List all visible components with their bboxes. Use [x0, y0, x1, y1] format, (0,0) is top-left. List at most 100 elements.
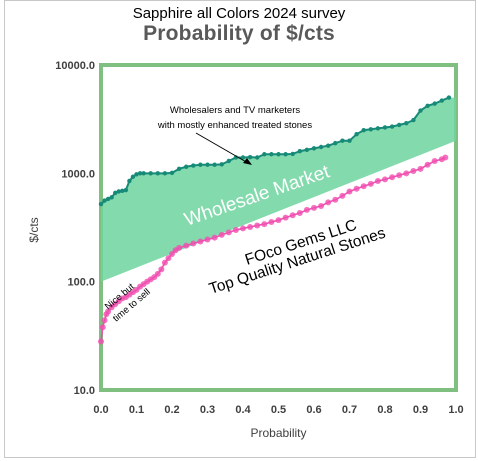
lower-point-58 — [417, 165, 424, 172]
wholesale-band — [101, 97, 456, 282]
upper-point-30 — [269, 152, 274, 157]
lower-point-1 — [99, 324, 106, 331]
upper-point-32 — [283, 152, 288, 157]
upper-point-31 — [276, 152, 281, 157]
x-tick-label: 0.0 — [93, 404, 108, 416]
upper-point-15 — [162, 171, 168, 176]
upper-point-13 — [148, 171, 153, 176]
upper-point-11 — [137, 171, 143, 176]
upper-point-2 — [105, 196, 111, 202]
lower-point-18 — [154, 270, 161, 277]
x-axis-label: Probability — [250, 426, 306, 440]
lower-point-19 — [158, 266, 165, 273]
lower-point-31 — [225, 229, 232, 236]
upper-point-36 — [311, 146, 317, 151]
lower-point-51 — [367, 180, 374, 187]
upper-point-45 — [375, 126, 381, 131]
upper-point-20 — [198, 162, 203, 167]
upper-point-43 — [361, 128, 366, 133]
y-tick-label: 10000.0 — [55, 60, 95, 72]
lower-point-37 — [268, 219, 275, 226]
upper-point-47 — [389, 124, 395, 129]
upper-point-8 — [127, 178, 132, 184]
lower-point-0 — [98, 338, 104, 345]
upper-point-23 — [219, 162, 224, 167]
upper-point-24 — [226, 158, 231, 164]
lower-point-41 — [296, 210, 303, 217]
upper-point-27 — [247, 154, 253, 160]
annotation-arrow-head — [243, 158, 252, 165]
upper-point-7 — [123, 187, 129, 193]
lower-point-45 — [325, 199, 332, 206]
lower-point-52 — [374, 177, 381, 184]
upper-point-29 — [262, 152, 267, 157]
lower-point-46 — [332, 196, 339, 203]
plot-area — [99, 63, 458, 392]
upper-point-54 — [439, 98, 444, 103]
lower-point-21 — [165, 255, 172, 262]
upper-point-52 — [425, 103, 430, 109]
lower-point-42 — [303, 206, 310, 213]
upper-point-42 — [354, 131, 359, 137]
lower-point-57 — [410, 168, 417, 175]
lower-point-33 — [240, 225, 246, 232]
lower-point-40 — [289, 212, 296, 219]
upper-point-12 — [141, 171, 146, 176]
upper-point-49 — [404, 121, 409, 126]
upper-point-50 — [411, 117, 416, 123]
lower-point-2 — [101, 317, 108, 324]
y-axis-label: $/cts — [27, 217, 41, 242]
lower-point-27 — [197, 238, 204, 245]
lower-point-32 — [232, 226, 239, 233]
upper-point-19 — [191, 163, 196, 168]
lower-point-43 — [311, 204, 317, 211]
upper-point-37 — [318, 144, 324, 150]
upper-point-22 — [212, 162, 217, 167]
lower-point-26 — [190, 240, 197, 247]
x-tick-label: 0.8 — [377, 404, 392, 416]
lower-point-20 — [161, 259, 168, 266]
lower-point-25 — [183, 242, 190, 249]
upper-point-9 — [130, 174, 136, 179]
x-tick-label: 0.1 — [129, 404, 144, 416]
y-tick-label: 1000.0 — [61, 168, 95, 180]
upper-point-4 — [113, 190, 118, 196]
upper-point-10 — [134, 172, 139, 177]
y-tick-label: 100.0 — [67, 277, 95, 289]
x-tick-label: 0.2 — [164, 404, 179, 416]
x-tick-label: 0.7 — [342, 404, 357, 416]
x-tick-label: 0.6 — [306, 404, 321, 416]
annotation-wholesalers: Wholesalers and TV marketers — [170, 105, 300, 116]
annotation-treated-stones: with mostly enhanced treated stones — [157, 120, 312, 131]
annotation-arrow-line — [195, 132, 249, 164]
upper-point-41 — [347, 138, 352, 143]
upper-point-17 — [176, 166, 182, 172]
x-tick-label: 1.0 — [448, 404, 463, 416]
lower-point-56 — [403, 170, 410, 177]
upper-point-5 — [116, 189, 121, 194]
lower-point-30 — [218, 231, 225, 238]
chart-title: Probability of $/cts — [143, 22, 335, 45]
upper-point-3 — [109, 195, 114, 200]
lower-point-59 — [424, 161, 431, 168]
lower-point-53 — [382, 176, 388, 183]
lower-point-44 — [318, 202, 325, 209]
lower-point-29 — [211, 234, 218, 241]
upper-point-0 — [98, 201, 104, 207]
lower-point-54 — [389, 174, 396, 181]
lower-point-48 — [346, 188, 353, 195]
upper-point-44 — [368, 127, 373, 132]
upper-point-46 — [382, 125, 388, 130]
x-tick-label: 0.4 — [235, 404, 251, 416]
y-tick-label: 10.0 — [74, 385, 95, 397]
upper-point-35 — [304, 147, 310, 152]
lower-point-35 — [254, 222, 261, 229]
upper-point-26 — [240, 155, 246, 160]
upper-point-53 — [432, 101, 437, 106]
lower-point-28 — [204, 236, 211, 243]
lower-point-49 — [353, 185, 360, 192]
upper-point-33 — [290, 151, 295, 157]
upper-point-28 — [255, 155, 260, 160]
lower-point-22 — [169, 251, 175, 258]
upper-point-6 — [120, 188, 125, 193]
